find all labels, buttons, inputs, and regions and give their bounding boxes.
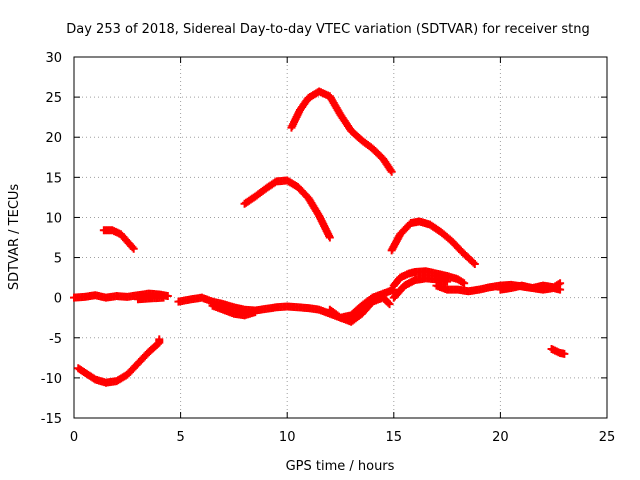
data-point (556, 279, 565, 288)
y-tick-label: -15 (41, 412, 62, 427)
data-point (554, 280, 563, 289)
series-main-band-f (389, 267, 469, 290)
x-tick-label: 20 (492, 430, 509, 445)
x-tick-label: 5 (176, 430, 184, 445)
data-point (251, 308, 260, 317)
series-main-band-i (496, 279, 565, 294)
x-axis-label: GPS time / hours (286, 459, 395, 474)
plot-frame (73, 56, 608, 419)
data-point (385, 300, 394, 309)
series-arc-right (387, 217, 479, 268)
series-arc-peak (287, 87, 396, 176)
data-point (384, 298, 393, 307)
series-main-band-b (133, 293, 168, 304)
data-point (129, 244, 138, 253)
y-tick-label: 30 (45, 51, 62, 66)
data-marks (70, 87, 569, 387)
y-tick-label: -5 (49, 332, 62, 347)
series-arc-mid (240, 176, 334, 242)
chart-title: Day 253 of 2018, Sidereal Day-to-day VTE… (66, 22, 590, 37)
x-tick-label: 15 (386, 430, 403, 445)
y-tick-label: 5 (54, 252, 62, 267)
series-main-band-d (208, 301, 260, 320)
series-main-band-e (325, 293, 394, 326)
y-tick-label: 15 (45, 171, 62, 186)
data-point (458, 278, 467, 287)
data-point (560, 349, 569, 358)
data-point (387, 167, 396, 176)
data-point (386, 166, 395, 175)
series-main-band-g (389, 274, 452, 302)
data-point (460, 279, 469, 288)
data-point (163, 292, 172, 301)
y-axis-label: SDTVAR / TECUs (7, 184, 22, 291)
y-tick-label: 25 (45, 91, 62, 106)
series-arc-end (547, 345, 569, 358)
data-point (155, 335, 164, 344)
data-point (443, 277, 452, 286)
y-tick-label: 20 (45, 131, 62, 146)
y-tick-label: 10 (45, 211, 62, 226)
series-arc-left-high (99, 226, 138, 253)
y-tick-label: 0 (54, 292, 62, 307)
data-point (470, 259, 479, 268)
x-tick-label: 25 (599, 430, 616, 445)
x-tick-label: 0 (70, 430, 78, 445)
series-arc-low-left (74, 335, 164, 387)
data-point (325, 233, 334, 242)
tick-layer: 0 5 10 15 20 25 -15 -10 -5 0 5 10 15 20 25 30 (41, 51, 616, 445)
data-point (128, 243, 137, 252)
data-point (159, 293, 168, 302)
data-point (469, 258, 478, 267)
x-tick-label: 10 (279, 430, 296, 445)
y-tick-label: -10 (41, 372, 62, 387)
